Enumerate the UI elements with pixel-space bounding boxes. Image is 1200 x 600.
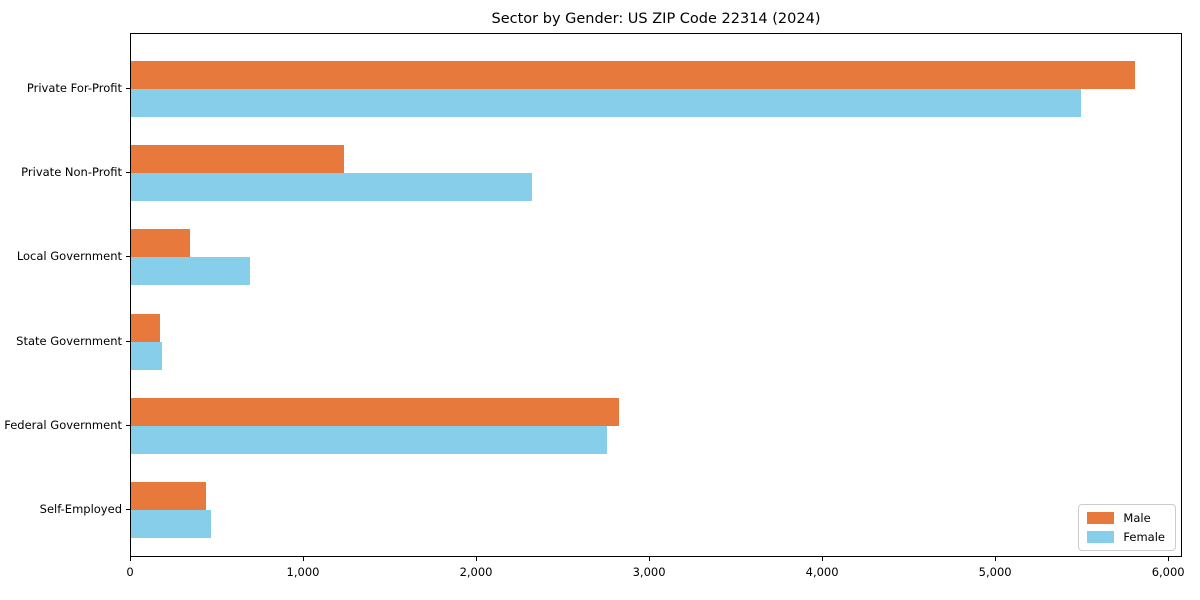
legend-label: Female <box>1123 530 1165 544</box>
y-tick-mark <box>126 340 130 342</box>
y-tick-mark <box>126 424 130 426</box>
legend-label: Male <box>1123 511 1151 525</box>
legend-swatch-male <box>1087 512 1115 524</box>
bar-male-private-non-profit <box>131 145 344 174</box>
y-tick-label: Private Non-Profit <box>21 165 122 180</box>
y-tick-label: State Government <box>16 333 122 348</box>
bar-female-private-for-profit <box>131 89 1081 117</box>
y-tick-label: Local Government <box>16 249 122 264</box>
bar-male-state-government <box>131 313 161 342</box>
bar-male-federal-government <box>131 397 619 426</box>
x-tick-mark <box>130 557 131 561</box>
x-tick-mark <box>822 557 824 561</box>
x-tick-mark <box>1168 557 1170 561</box>
bar-female-self-employed <box>131 510 211 538</box>
legend: Male Female <box>1078 504 1176 551</box>
y-tick-mark <box>126 88 130 89</box>
y-tick-mark <box>126 172 130 174</box>
bar-female-private-non-profit <box>131 173 533 202</box>
x-tick-label: 0 <box>126 565 134 579</box>
x-tick-mark <box>649 557 651 561</box>
bar-female-local-government <box>131 257 251 286</box>
bar-female-state-government <box>131 341 163 370</box>
x-tick-label: 3,000 <box>632 565 666 579</box>
bar-male-self-employed <box>131 482 207 510</box>
y-tick-label: Private For-Profit <box>26 81 122 95</box>
y-tick-label: Federal Government <box>4 417 122 432</box>
chart-title: Sector by Gender: US ZIP Code 22314 (202… <box>491 11 821 27</box>
plot-area: Male Female <box>130 33 1182 557</box>
y-tick-mark <box>126 509 130 510</box>
bar-female-federal-government <box>131 425 607 454</box>
y-tick-mark <box>126 256 130 258</box>
x-tick-mark <box>303 557 305 561</box>
x-tick-label: 2,000 <box>459 565 493 579</box>
x-tick-label: 6,000 <box>1151 565 1185 579</box>
x-tick-mark <box>995 557 997 561</box>
bar-male-local-government <box>131 229 190 258</box>
x-tick-label: 1,000 <box>286 565 320 579</box>
y-tick-label: Self-Employed <box>39 502 122 516</box>
legend-item-male: Male <box>1087 511 1165 525</box>
x-tick-mark <box>476 557 478 561</box>
bar-male-private-for-profit <box>131 61 1135 89</box>
x-tick-label: 4,000 <box>805 565 839 579</box>
legend-item-female: Female <box>1087 530 1165 544</box>
legend-swatch-female <box>1087 531 1115 543</box>
x-tick-label: 5,000 <box>978 565 1012 579</box>
